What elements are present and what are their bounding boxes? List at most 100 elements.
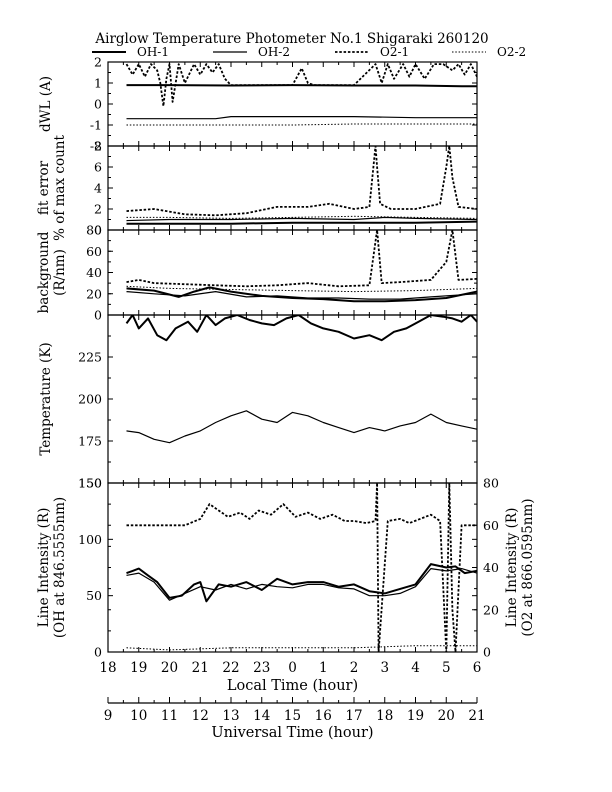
panel-fit: 8 6 4 2 0 fit error% of max count — [36, 135, 478, 241]
ylabel-right-intensity: Line Intensity (R) — [504, 508, 520, 628]
ytick-label-bg: 80 — [86, 223, 102, 238]
ytick-label-dwl: -2 — [90, 139, 102, 154]
legend-label-oh-1: OH-1 — [137, 45, 169, 59]
ytick-label-temp: 225 — [78, 350, 102, 365]
ytick-label-fit: 8 — [94, 139, 102, 154]
xtick-label-ut: 14 — [253, 708, 270, 724]
series-line-dwl-oh-1 — [126, 84, 477, 88]
xtick-label-ut: 15 — [284, 708, 301, 724]
xtick-label-ut: 19 — [407, 708, 424, 724]
xlabel-ut: Universal Time (hour) — [211, 725, 373, 741]
ytick-right-label-intensity: 60 — [483, 518, 499, 533]
panel-frame-temp — [107, 314, 478, 484]
ylabel-temp: Temperature (K) — [38, 342, 54, 455]
xtick-label-local: 19 — [130, 660, 147, 676]
legend-label-oh-2: OH-2 — [258, 45, 290, 59]
xtick-label-local: 21 — [192, 660, 209, 676]
panel-frame-bg — [107, 229, 478, 316]
ytick-right-label-intensity: 20 — [483, 602, 499, 617]
series-group-temp — [125, 315, 477, 444]
ylabel-bg: (R/nm) — [52, 249, 68, 296]
series-line-bg-o2-2 — [126, 285, 477, 293]
xtick-label-local: 22 — [222, 660, 239, 676]
ytick-label-intensity: 150 — [78, 476, 102, 491]
ytick-label-fit: 6 — [94, 160, 102, 175]
ylabel-fit: fit error — [36, 160, 52, 215]
ytick-label-fit: 2 — [94, 202, 102, 217]
ylabel-fit: % of max count — [52, 135, 68, 241]
chart-title: Airglow Temperature Photometer No.1 Shig… — [94, 31, 488, 47]
series-line-bg-o2-1 — [126, 230, 477, 288]
xtick-label-ut: 9 — [104, 708, 113, 724]
series-line-intensity-oh-1 — [126, 563, 477, 603]
series-line-fit-oh-1 — [126, 220, 477, 225]
series-line-intensity-oh-2 — [126, 567, 477, 601]
series-group-fit — [126, 146, 477, 225]
ytick-label-dwl: -1 — [90, 118, 102, 133]
series-line-fit-o2-1 — [126, 146, 477, 217]
ytick-label-dwl: 0 — [94, 97, 102, 112]
xtick-label-local: 20 — [161, 660, 178, 676]
ytick-label-bg: 20 — [86, 286, 102, 301]
panel-temp: 225 200 175 150 Temperature (K) — [38, 314, 478, 491]
series-group-dwl — [125, 63, 477, 126]
ytick-right-label-intensity: 40 — [483, 560, 499, 575]
xtick-label-ut: 13 — [222, 708, 239, 724]
ytick-label-fit: 0 — [94, 223, 102, 238]
xtick-label-ut: 11 — [161, 708, 178, 724]
ylabel-bg: background — [36, 231, 52, 313]
ytick-label-temp: 200 — [78, 392, 102, 407]
xtick-label-ut: 17 — [345, 708, 362, 724]
xtick-label-ut: 16 — [315, 708, 332, 724]
ytick-label-bg: 40 — [86, 265, 102, 280]
xtick-label-local: 2 — [350, 660, 359, 676]
xtick-label-ut: 21 — [468, 708, 485, 724]
series-line-intensity-o2-1 — [126, 483, 477, 652]
ytick-label-temp: 175 — [78, 434, 102, 449]
panel-bg: 80 60 40 20 0 background (R/nm) — [36, 223, 478, 323]
series-line-dwl-oh-2 — [126, 115, 477, 120]
xtick-label-ut: 10 — [130, 708, 147, 724]
ytick-right-label-intensity: 0 — [483, 645, 491, 660]
ytick-label-dwl: 1 — [94, 76, 102, 91]
legend-label-o2-1: O2-1 — [380, 45, 409, 59]
series-group-bg — [126, 230, 477, 303]
series-line-intensity-o2-2 — [126, 645, 477, 651]
panel-dwl: 2 1 0 -1 -2 dWL (A) — [38, 55, 478, 154]
xtick-label-ut: 20 — [438, 708, 455, 724]
legend-label-o2-2: O2-2 — [497, 45, 526, 59]
series-line-fit-oh-2 — [126, 216, 477, 222]
legend: OH-1 OH-2 O2-1 O2-2 — [92, 45, 526, 59]
series-line-fit-o2-2 — [126, 215, 477, 219]
series-line-temp-oh-1 — [125, 315, 477, 342]
ylabel-dwl: dWL (A) — [38, 76, 54, 132]
xtick-label-local: 5 — [442, 660, 451, 676]
panel-frame-intensity — [107, 482, 478, 653]
series-line-bg-oh-2 — [126, 291, 477, 300]
xtick-label-local: 4 — [411, 660, 420, 676]
xtick-label-ut: 18 — [376, 708, 393, 724]
xtick-label-local: 1 — [319, 660, 328, 676]
ytick-label-fit: 4 — [94, 181, 102, 196]
xtick-label-ut: 12 — [192, 708, 209, 724]
series-line-dwl-o2-1 — [125, 63, 477, 107]
ytick-label-intensity: 50 — [86, 588, 102, 603]
xtick-label-local: 6 — [473, 660, 482, 676]
ytick-label-dwl: 2 — [94, 55, 102, 70]
xtick-label-local: 23 — [253, 660, 270, 676]
ylabel-intensity: Line Intensity (R) — [36, 508, 52, 628]
xtick-label-local: 18 — [99, 660, 116, 676]
ylabel-intensity: (OH at 846.5555nm) — [52, 497, 68, 638]
xtick-label-local: 3 — [380, 660, 389, 676]
xtick-label-local: 0 — [288, 660, 297, 676]
series-line-temp-oh-2 — [126, 410, 477, 444]
xlabel-local: Local Time (hour) — [227, 678, 358, 694]
ylabel-right-intensity: (O2 at 866.0595nm) — [520, 498, 536, 636]
ytick-label-intensity: 0 — [94, 645, 102, 660]
ytick-label-intensity: 100 — [78, 532, 102, 547]
series-line-dwl-o2-2 — [126, 123, 477, 126]
